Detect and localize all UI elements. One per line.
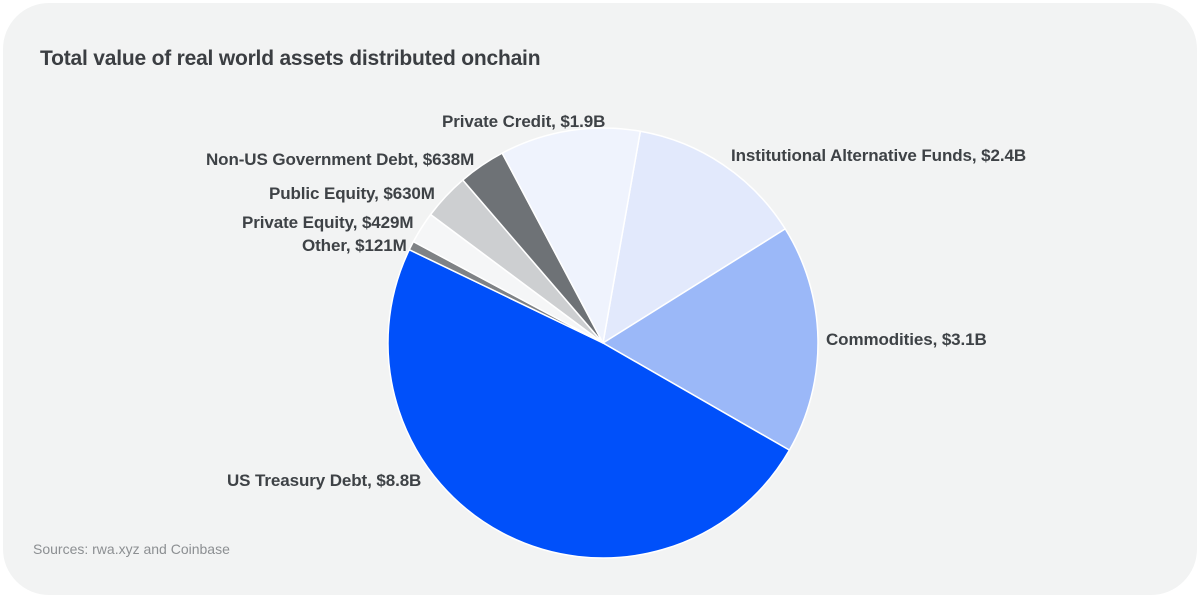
slice-label-commodities: Commodities, $3.1B <box>826 330 987 349</box>
pie-slice-us_treasury_debt <box>387 248 791 559</box>
slice-label-institutional_alternative_funds: Institutional Alternative Funds, $2.4B <box>731 146 1027 165</box>
chart-title: Total value of real world assets distrib… <box>40 47 541 70</box>
slice-label-other: Other, $121M <box>302 236 407 255</box>
pie-slice-institutional_alternative_funds <box>602 130 786 344</box>
pie-slice-private_credit <box>501 127 642 344</box>
slice-label-non_us_government_debt: Non-US Government Debt, $638M <box>206 150 475 169</box>
slice-label-private_credit: Private Credit, $1.9B <box>442 112 606 131</box>
pie-slice-commodities <box>602 228 819 451</box>
pie-chart <box>387 127 819 559</box>
sources-note: Sources: rwa.xyz and Coinbase <box>33 541 230 557</box>
chart-card: Total value of real world assets distrib… <box>3 3 1197 595</box>
slice-label-private_equity: Private Equity, $429M <box>242 213 414 232</box>
slice-label-us_treasury_debt: US Treasury Debt, $8.8B <box>227 471 422 490</box>
slice-label-public_equity: Public Equity, $630M <box>269 184 435 203</box>
